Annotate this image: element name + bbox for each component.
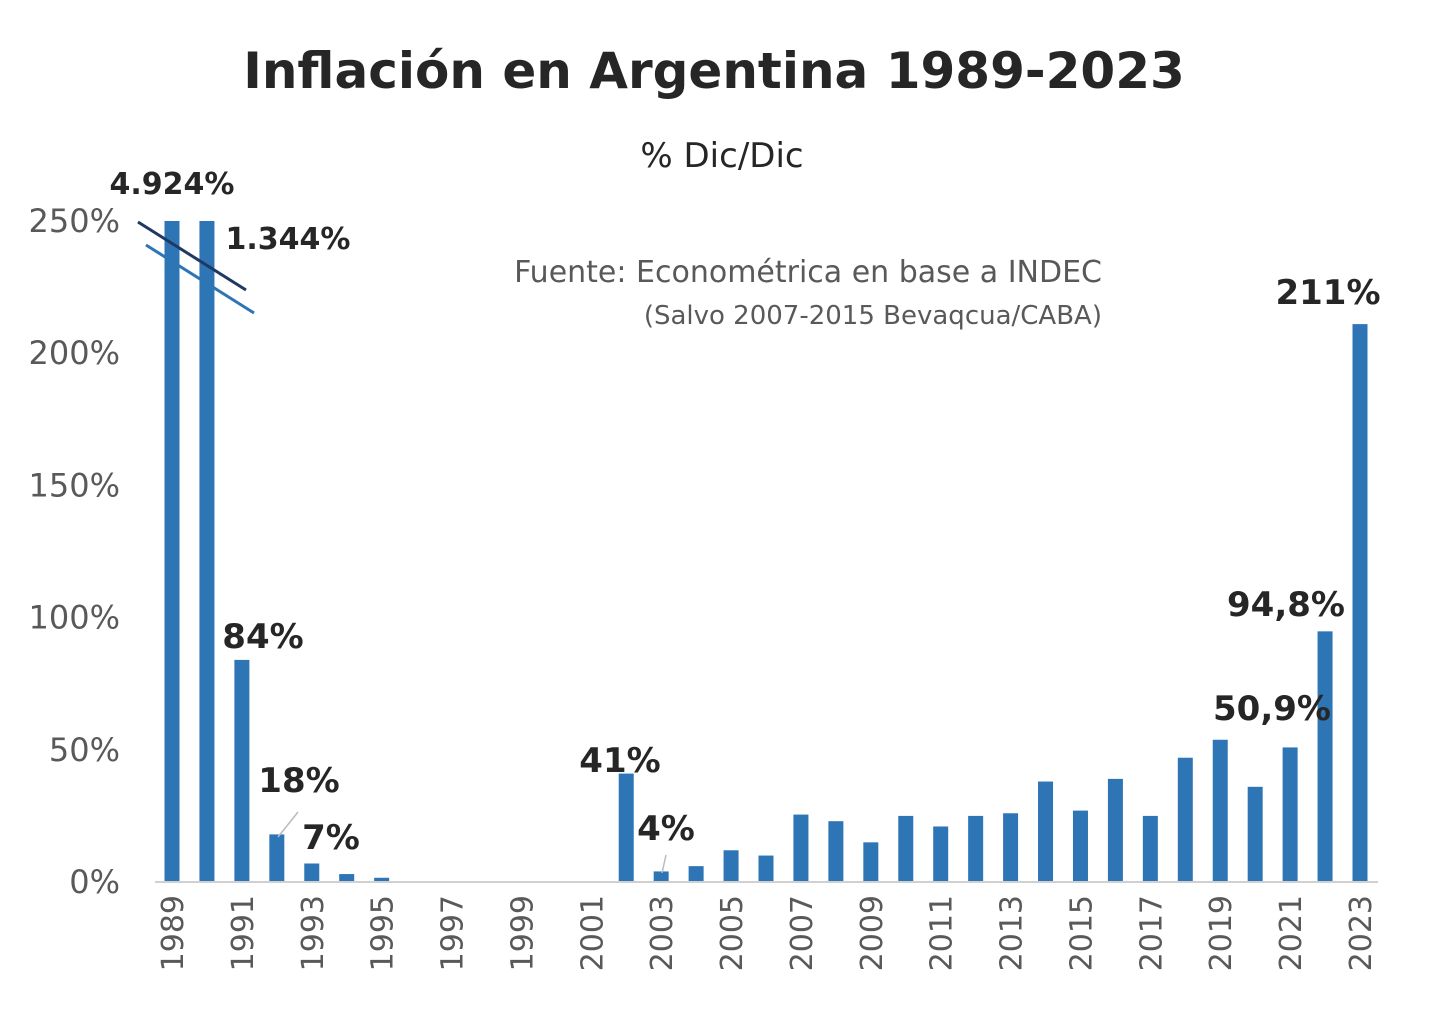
bar <box>304 863 320 882</box>
bar <box>618 773 634 882</box>
y-tick-label: 150% <box>29 466 120 504</box>
x-tick-label: 2001 <box>575 895 610 971</box>
bar <box>1317 631 1333 882</box>
x-tick-label: 2007 <box>785 895 820 971</box>
x-tick-label: 1999 <box>505 895 540 971</box>
x-tick-label: 2013 <box>995 895 1030 971</box>
bar <box>653 871 669 882</box>
x-tick-label: 2017 <box>1134 895 1169 971</box>
bar <box>688 866 704 882</box>
bar <box>968 815 984 882</box>
bar <box>828 821 844 882</box>
data-label: 211% <box>1275 273 1380 313</box>
bar <box>199 221 215 882</box>
data-label: 4% <box>637 809 695 849</box>
x-tick-label: 2005 <box>715 895 750 971</box>
x-tick-label: 2003 <box>645 895 680 971</box>
source-note: Fuente: Econométrica en base a INDEC <box>514 255 1102 290</box>
data-label: 94,8% <box>1227 585 1345 625</box>
data-label: 4.924% <box>110 167 235 202</box>
bar <box>863 842 879 882</box>
bar <box>1003 813 1019 882</box>
bar <box>1352 324 1368 883</box>
x-tick-label: 2009 <box>855 895 890 971</box>
bar <box>374 877 390 882</box>
bar <box>758 855 774 882</box>
chart-title: Inflación en Argentina 1989-2023 <box>243 42 1185 100</box>
y-tick-label: 0% <box>69 863 120 901</box>
x-tick-label: 2023 <box>1344 895 1379 971</box>
bar <box>339 874 355 882</box>
bar <box>1282 747 1298 882</box>
break-mark <box>137 220 247 292</box>
x-tick-label: 1989 <box>156 895 191 971</box>
x-tick-label: 2011 <box>925 895 960 971</box>
bar <box>269 834 285 882</box>
x-tick-label: 1991 <box>226 895 261 971</box>
bar <box>1038 781 1054 882</box>
data-label: 50,9% <box>1213 689 1331 729</box>
source-note: (Salvo 2007-2015 Bevaqcua/CABA) <box>644 301 1102 331</box>
x-tick-label: 1993 <box>296 895 331 971</box>
bar <box>933 826 949 882</box>
bar <box>1247 786 1263 882</box>
chart-subtitle: % Dic/Dic <box>640 136 803 176</box>
bar <box>1107 778 1123 882</box>
bar <box>164 221 180 882</box>
bar <box>898 815 914 882</box>
y-tick-label: 50% <box>49 731 120 769</box>
bar <box>1142 815 1158 882</box>
x-tick-label: 1997 <box>436 895 471 971</box>
data-label: 41% <box>579 741 660 781</box>
data-label: 7% <box>302 818 360 858</box>
y-tick-label: 200% <box>29 334 120 372</box>
plot-area <box>164 221 1368 883</box>
bar <box>1177 757 1193 882</box>
bar <box>234 659 250 882</box>
data-label: 84% <box>222 617 303 657</box>
x-tick-label: 1995 <box>366 895 401 971</box>
leader-line <box>277 811 299 838</box>
break-mark <box>145 243 255 315</box>
data-label: 18% <box>258 761 339 801</box>
x-tick-label: 2015 <box>1064 895 1099 971</box>
bar <box>723 850 739 882</box>
data-label: 1.344% <box>226 222 351 257</box>
leader-line <box>661 854 667 874</box>
x-tick-label: 2019 <box>1204 895 1239 971</box>
bar <box>1212 739 1228 882</box>
bar <box>793 814 809 882</box>
y-tick-label: 100% <box>29 599 120 637</box>
y-tick-label: 250% <box>29 202 120 240</box>
x-tick-label: 2021 <box>1274 895 1309 971</box>
bar <box>1072 810 1088 882</box>
